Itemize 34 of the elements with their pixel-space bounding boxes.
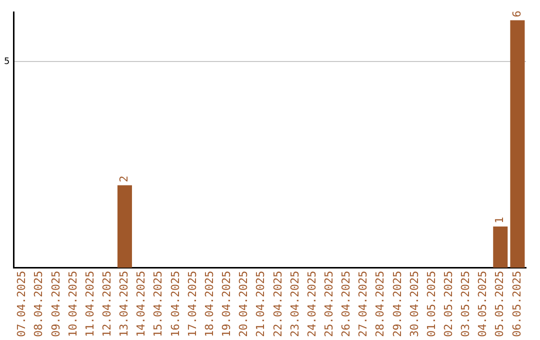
x-tick-label: 17.04.2025 [186, 270, 199, 338]
x-tick-label: 06.05.2025 [510, 270, 524, 338]
x-tick-label: 02.05.2025 [442, 270, 456, 338]
x-tick-label: 18.04.2025 [202, 270, 216, 338]
x-tick-label: 28.04.2025 [374, 270, 387, 338]
x-tick-label: 20.04.2025 [237, 270, 250, 338]
x-tick-label: 14.04.2025 [134, 270, 148, 338]
x-tick-label: 22.04.2025 [271, 270, 284, 338]
x-tick-label: 10.04.2025 [66, 270, 80, 338]
data-label: 2 [118, 176, 131, 182]
x-tick-label: 19.04.2025 [220, 270, 234, 338]
x-tick-label: 15.04.2025 [152, 270, 165, 338]
x-tick-label: 13.04.2025 [118, 270, 131, 338]
x-tick-label: 03.05.2025 [459, 270, 472, 338]
x-tick-label: 27.04.2025 [356, 270, 370, 338]
x-tick-label: 01.05.2025 [424, 270, 438, 338]
x-tick-label: 24.04.2025 [305, 270, 318, 338]
x-tick-label: 11.04.2025 [83, 270, 96, 338]
x-tick-label: 05.05.2025 [493, 270, 506, 338]
x-tick-label: 07.04.2025 [15, 270, 28, 338]
x-tick-label: 29.04.2025 [390, 270, 404, 338]
x-tick-label: 04.05.2025 [476, 270, 490, 338]
x-tick-label: 26.04.2025 [340, 270, 353, 338]
x-tick-label: 16.04.2025 [168, 270, 182, 338]
x-tick-label: 08.04.2025 [32, 270, 46, 338]
data-label: 6 [510, 10, 524, 18]
data-label: 1 [493, 216, 506, 224]
y-tick-label: 5 [4, 56, 10, 67]
x-tick-label: 12.04.2025 [100, 270, 114, 338]
x-tick-label: 21.04.2025 [254, 270, 268, 338]
x-tick-label: 09.04.2025 [49, 270, 62, 338]
x-tick-label: 25.04.2025 [322, 270, 336, 338]
x-tick-label: 30.04.2025 [408, 270, 421, 338]
x-tick-label: 23.04.2025 [288, 270, 302, 338]
